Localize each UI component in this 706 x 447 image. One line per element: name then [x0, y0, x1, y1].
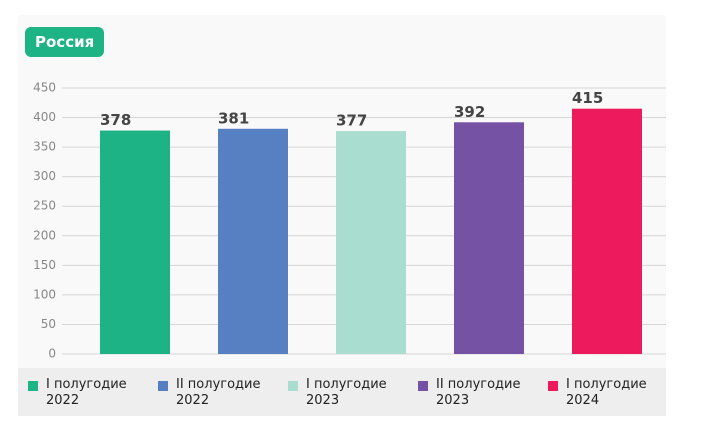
legend-swatch — [548, 381, 558, 391]
y-tick-label: 300 — [33, 169, 56, 183]
y-tick-label: 150 — [33, 258, 56, 272]
bar — [572, 108, 642, 354]
legend-item: II полугодие 2023 — [418, 377, 528, 409]
y-tick-label: 350 — [33, 140, 56, 154]
legend-label: I полугодие 2024 — [566, 377, 647, 408]
legend-label: II полугодие 2022 — [176, 377, 261, 408]
bar — [218, 128, 288, 354]
value-label: 415 — [572, 89, 603, 107]
bar — [454, 122, 524, 354]
bar — [336, 131, 406, 354]
bar — [100, 130, 170, 354]
value-label: 377 — [336, 112, 367, 130]
value-label: 378 — [100, 111, 131, 129]
y-tick-label: 400 — [33, 110, 56, 124]
value-label: 392 — [454, 103, 485, 121]
y-tick-label: 200 — [33, 228, 56, 242]
legend: I полугодие 2022 II полугодие 2022 I полуг… — [18, 368, 666, 416]
legend-swatch — [418, 381, 428, 391]
legend-label: I полугодие 2023 — [306, 377, 387, 408]
chart-title: Россия — [25, 27, 105, 57]
legend-label: II полугодие 2023 — [436, 377, 521, 408]
legend-swatch — [158, 381, 168, 391]
legend-item: II полугодие 2022 — [158, 377, 268, 409]
legend-item: I полугодие 2024 — [548, 377, 658, 409]
y-tick-label: 450 — [33, 81, 56, 95]
legend-swatch — [288, 381, 298, 391]
value-label: 381 — [218, 109, 249, 127]
y-tick-label: 100 — [33, 287, 56, 301]
legend-item: I полугодие 2023 — [288, 377, 398, 409]
legend-item: I полугодие 2022 — [28, 377, 138, 409]
y-tick-label: 50 — [41, 317, 56, 331]
legend-swatch — [28, 381, 38, 391]
legend-label: I полугодие 2022 — [46, 377, 127, 408]
y-tick-label: 0 — [48, 347, 56, 361]
y-tick-label: 250 — [33, 199, 56, 213]
